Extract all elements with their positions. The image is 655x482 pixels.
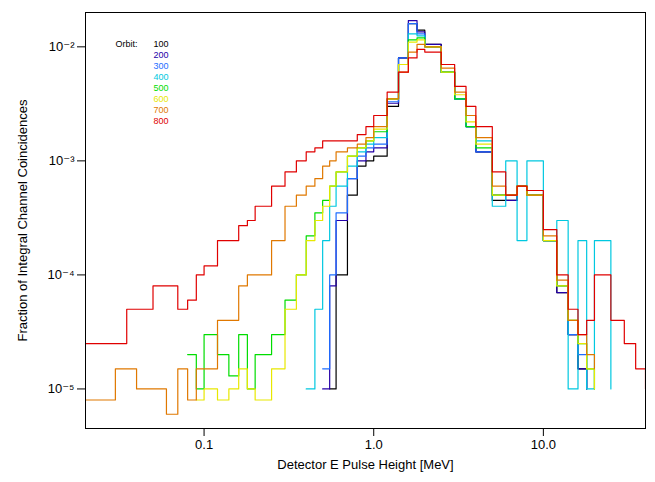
svg-text:100: 100 [154, 39, 169, 49]
svg-text:300: 300 [154, 61, 169, 71]
svg-text:10.0: 10.0 [531, 437, 556, 452]
svg-text:0.1: 0.1 [195, 437, 213, 452]
svg-text:400: 400 [154, 72, 169, 82]
svg-text:Orbit:: Orbit: [116, 39, 138, 49]
svg-text:Fraction of Integral Channel C: Fraction of Integral Channel Coincidence… [15, 99, 30, 342]
svg-text:800: 800 [154, 116, 169, 126]
svg-text:10⁻³: 10⁻³ [49, 153, 75, 168]
svg-text:1.0: 1.0 [365, 437, 383, 452]
svg-text:Detector E Pulse Height [MeV]: Detector E Pulse Height [MeV] [277, 457, 453, 472]
svg-text:500: 500 [154, 83, 169, 93]
svg-text:600: 600 [154, 94, 169, 104]
svg-text:10⁻⁴: 10⁻⁴ [48, 267, 75, 282]
svg-text:10⁻⁵: 10⁻⁵ [48, 381, 75, 396]
svg-text:200: 200 [154, 50, 169, 60]
svg-text:700: 700 [154, 105, 169, 115]
svg-text:10⁻²: 10⁻² [49, 39, 75, 54]
